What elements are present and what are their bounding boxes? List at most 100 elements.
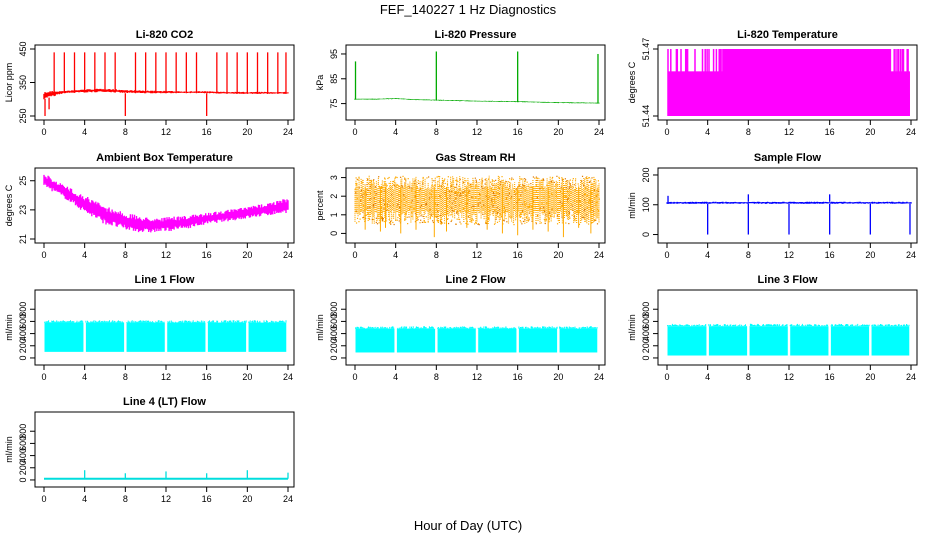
y-tick-label: 600 xyxy=(18,314,28,329)
data-point xyxy=(595,195,597,197)
data-point xyxy=(521,203,524,205)
data-point xyxy=(414,212,417,215)
data-point xyxy=(481,206,483,208)
data-point xyxy=(573,200,575,202)
data-point xyxy=(394,177,396,179)
data-point xyxy=(543,196,545,198)
data-point xyxy=(596,223,599,225)
data-point xyxy=(585,214,587,216)
x-tick-label: 24 xyxy=(594,127,604,137)
data-point xyxy=(586,194,589,196)
data-point xyxy=(557,197,559,199)
series-fill xyxy=(355,328,395,353)
data-point xyxy=(417,219,419,221)
data-point xyxy=(403,203,405,205)
series-edge xyxy=(207,320,247,323)
data-point xyxy=(537,214,539,216)
data-point xyxy=(568,213,570,215)
data-point xyxy=(487,178,490,180)
data-point xyxy=(467,192,469,194)
data-point xyxy=(576,210,578,212)
data-point xyxy=(575,211,577,214)
data-point xyxy=(519,220,521,222)
data-point xyxy=(414,180,416,182)
y-tick-label: 200 xyxy=(641,167,651,182)
x-tick-label: 0 xyxy=(41,127,46,137)
data-point xyxy=(511,196,513,198)
data-point xyxy=(535,223,537,225)
data-point xyxy=(451,209,454,212)
data-point xyxy=(503,207,506,209)
data-point xyxy=(467,216,469,218)
data-point xyxy=(516,201,518,204)
x-tick-label: 20 xyxy=(242,250,252,260)
data-point xyxy=(475,181,478,183)
data-point xyxy=(524,214,526,216)
data-point xyxy=(490,188,492,190)
x-tick-label: 8 xyxy=(123,250,128,260)
data-point xyxy=(525,179,527,181)
x-tick-label: 24 xyxy=(283,494,293,504)
data-point xyxy=(404,178,406,180)
series-fill xyxy=(667,326,707,356)
x-tick-label: 8 xyxy=(123,494,128,504)
x-tick-label: 0 xyxy=(664,372,669,382)
data-point xyxy=(553,181,555,184)
data-point xyxy=(369,206,371,208)
data-point xyxy=(387,177,389,180)
data-point xyxy=(565,212,568,214)
data-point xyxy=(475,222,477,225)
y-tick-label: 600 xyxy=(329,314,339,329)
data-point xyxy=(446,218,448,220)
data-point xyxy=(562,180,564,182)
data-point xyxy=(414,191,416,193)
data-marks xyxy=(43,52,289,116)
data-point xyxy=(523,187,525,190)
x-tick-label: 0 xyxy=(41,250,46,260)
data-point xyxy=(399,176,402,178)
data-point xyxy=(565,196,568,198)
series-fill xyxy=(518,328,558,353)
data-point xyxy=(452,210,454,212)
data-point xyxy=(362,217,364,219)
series-band xyxy=(354,98,600,104)
data-point xyxy=(446,198,448,200)
data-point xyxy=(456,212,458,214)
data-point xyxy=(415,185,417,187)
x-tick-label: 20 xyxy=(865,250,875,260)
panel-title: Sample Flow xyxy=(754,152,822,164)
data-point xyxy=(355,210,358,212)
data-point xyxy=(572,186,575,188)
data-point xyxy=(577,211,579,213)
data-point xyxy=(396,183,398,186)
data-point xyxy=(446,188,448,190)
data-point xyxy=(426,177,428,179)
data-point xyxy=(404,204,407,207)
data-point xyxy=(383,220,385,223)
data-point xyxy=(468,192,470,194)
x-tick-label: 4 xyxy=(705,250,710,260)
data-point xyxy=(469,184,471,186)
data-point xyxy=(596,208,599,211)
data-point xyxy=(518,215,521,217)
data-point xyxy=(527,185,529,187)
data-point xyxy=(562,204,564,206)
data-point xyxy=(419,222,421,224)
data-point xyxy=(388,200,390,203)
data-point xyxy=(380,208,382,210)
data-point xyxy=(356,178,358,180)
data-point xyxy=(366,208,368,210)
data-point xyxy=(491,190,493,192)
data-point xyxy=(587,223,590,225)
data-point xyxy=(393,181,395,183)
data-point xyxy=(450,185,452,187)
data-point xyxy=(431,196,433,198)
x-tick-label: 16 xyxy=(202,372,212,382)
data-point xyxy=(561,196,564,198)
data-point xyxy=(484,179,486,181)
data-point xyxy=(417,180,419,182)
data-point xyxy=(543,209,546,211)
data-point xyxy=(453,200,455,202)
